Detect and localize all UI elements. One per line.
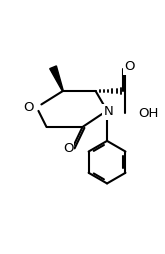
Text: O: O — [24, 101, 34, 114]
Text: OH: OH — [139, 107, 159, 120]
Text: N: N — [103, 105, 113, 118]
Text: O: O — [124, 60, 134, 73]
Polygon shape — [50, 66, 63, 91]
Text: O: O — [63, 142, 73, 155]
